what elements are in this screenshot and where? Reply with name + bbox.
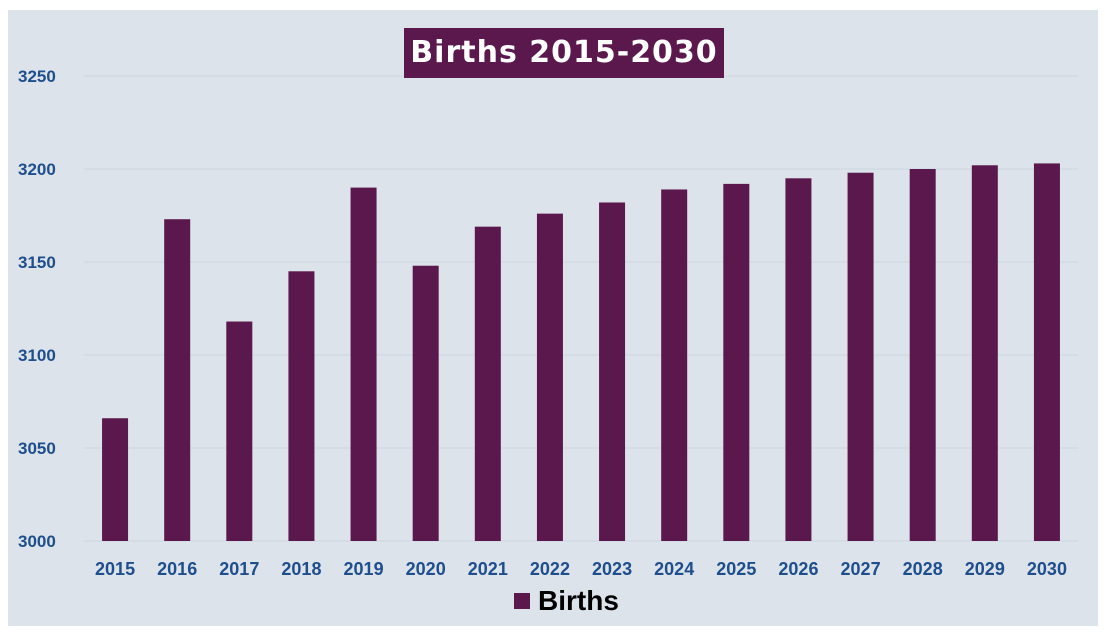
x-tick-label: 2029 (965, 559, 1005, 579)
bar-2029 (971, 165, 998, 541)
x-tick-label: 2022 (530, 559, 570, 579)
x-tick-label: 2028 (903, 559, 943, 579)
bar-2030 (1033, 163, 1060, 542)
chart-title: Births 2015-2030 (404, 28, 724, 78)
x-tick-label: 2030 (1027, 559, 1067, 579)
bar-2018 (288, 271, 315, 541)
x-tick-label: 2025 (716, 559, 756, 579)
bar-2015 (102, 418, 129, 541)
x-tick-label: 2024 (654, 559, 694, 579)
y-tick-label: 3200 (18, 160, 56, 179)
legend-swatch (514, 593, 530, 609)
x-tick-label: 2016 (157, 559, 197, 579)
x-tick-label: 2023 (592, 559, 632, 579)
x-tick-label: 2020 (406, 559, 446, 579)
x-tick-label: 2017 (219, 559, 259, 579)
x-tick-label: 2027 (841, 559, 881, 579)
y-tick-label: 3000 (18, 532, 56, 551)
y-tick-label: 3100 (18, 346, 56, 365)
x-tick-label: 2019 (344, 559, 384, 579)
bar-2024 (661, 189, 688, 541)
bar-2021 (474, 226, 501, 541)
bar-2016 (164, 219, 191, 541)
legend: Births (514, 584, 619, 618)
x-tick-label: 2015 (95, 559, 135, 579)
x-axis: 2015 2016 2017 2018 2019 2020 2021 2022 2023 2024… (95, 559, 1067, 579)
bar-2028 (909, 169, 936, 541)
x-tick-label: 2021 (468, 559, 508, 579)
x-tick-label: 2018 (281, 559, 321, 579)
bar-2027 (847, 172, 874, 541)
y-tick-label: 3150 (18, 253, 56, 272)
bar-2019 (350, 187, 377, 541)
bar-2017 (226, 321, 253, 541)
x-tick-label: 2026 (778, 559, 818, 579)
bar-2026 (785, 178, 812, 542)
bars (102, 163, 1060, 542)
bar-2025 (723, 183, 750, 541)
y-axis: 3000 3050 3100 3150 3200 3250 (18, 67, 56, 551)
bar-2023 (599, 202, 626, 542)
bar-2022 (536, 213, 563, 541)
y-tick-label: 3250 (18, 67, 56, 86)
legend-label: Births (538, 585, 619, 616)
y-tick-label: 3050 (18, 439, 56, 458)
bar-2020 (412, 265, 439, 541)
